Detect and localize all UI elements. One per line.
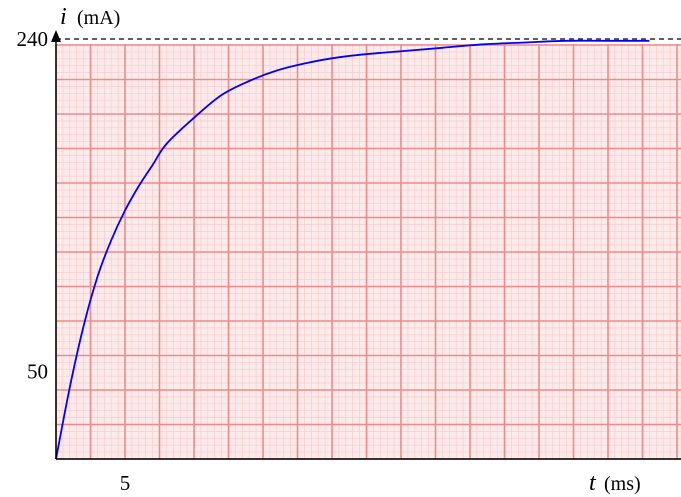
x-tick-label: 5 bbox=[120, 471, 131, 495]
x-tick-labels: 5 bbox=[120, 471, 131, 495]
x-axis-variable: t bbox=[589, 470, 597, 496]
y-axis-unit: (mA) bbox=[77, 7, 120, 29]
y-tick-label: 50 bbox=[27, 360, 48, 384]
x-axis-unit: (ms) bbox=[604, 473, 641, 495]
y-tick-labels: 50 240 bbox=[17, 27, 49, 384]
series-curve bbox=[55, 39, 650, 460]
grid-major bbox=[55, 44, 681, 460]
y-axis-variable: i bbox=[60, 4, 67, 30]
y-axis-arrow bbox=[51, 30, 61, 42]
y-tick-label: 240 bbox=[17, 27, 49, 51]
